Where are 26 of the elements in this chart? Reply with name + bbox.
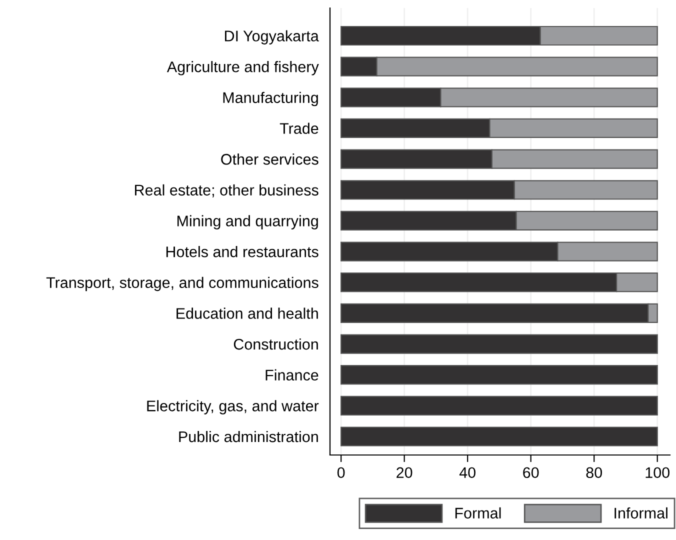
bar xyxy=(340,365,658,385)
bar xyxy=(340,334,658,354)
x-tick-label: 40 xyxy=(459,467,476,478)
y-tick-label: Real estate; other business xyxy=(135,184,318,198)
y-tick-label: Hotels and restaurants xyxy=(166,246,318,258)
y-tick-label: Public administration xyxy=(179,430,318,442)
x-tick-label: 60 xyxy=(523,467,539,478)
y-tick-label: Construction xyxy=(234,338,318,350)
y-tick-label: Finance xyxy=(266,369,318,381)
y-tick-label: Agriculture and fishery xyxy=(166,61,319,76)
bar xyxy=(340,396,658,416)
y-tick-label: Education and health xyxy=(176,308,318,319)
legend-label: Formal xyxy=(455,507,501,519)
x-tick-label: 20 xyxy=(396,467,412,478)
y-tick-label: Electricity, gas, and water xyxy=(147,400,319,414)
x-tick-label: 0 xyxy=(337,467,345,478)
y-tick-label: Mining and quarrying xyxy=(177,215,318,230)
x-tick-label: 80 xyxy=(586,467,602,478)
y-tick-label: Other services xyxy=(221,154,318,165)
y-tick-label: Manufacturing xyxy=(223,92,318,106)
bar xyxy=(340,426,658,446)
y-tick-label: DI Yogyakarta xyxy=(225,30,319,44)
y-tick-label: Transport, storage, and communications xyxy=(46,276,318,292)
y-tick-label: Trade xyxy=(280,122,318,134)
legend-label: Informal xyxy=(614,507,668,519)
x-tick-label: 100 xyxy=(646,467,670,478)
